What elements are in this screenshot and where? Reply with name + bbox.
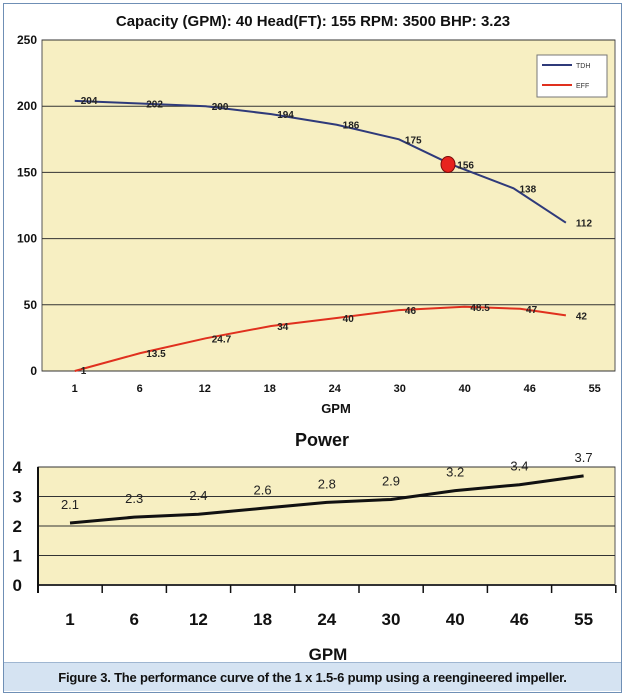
eff-data-label: 34 (277, 322, 289, 333)
top-x-tick-label: 30 (394, 383, 406, 395)
top-y-tick-label: 200 (17, 99, 37, 113)
power-x-tick-label: 46 (510, 610, 529, 629)
power-x-tick-labels: 1 6 12 18 24 30 40 46 55 (65, 610, 593, 629)
operating-point-marker (440, 155, 456, 173)
top-x-tick-label: 18 (264, 383, 276, 395)
power-y-tick-label: 0 (13, 576, 22, 595)
top-y-tick-label: 100 (17, 232, 37, 246)
eff-data-label: 13.5 (146, 349, 166, 360)
power-x-tick-label: 55 (574, 610, 593, 629)
eff-data-label: 24.7 (212, 334, 232, 345)
top-chart-title: Capacity (GPM): 40 Head(FT): 155 RPM: 35… (116, 13, 510, 30)
power-data-label: 2.8 (318, 476, 336, 491)
figure-caption: Figure 3. The performance curve of the 1… (58, 669, 567, 685)
power-data-label: 2.6 (254, 482, 272, 497)
eff-data-label: 48.5 (470, 303, 490, 314)
power-data-labels: 2.1 2.3 2.4 2.6 2.8 2.9 3.2 3.4 3.7 (61, 450, 593, 512)
figure-caption-bar: Figure 3. The performance curve of the 1… (4, 662, 621, 691)
tdh-data-label: 156 (457, 160, 474, 171)
top-y-tick-label: 0 (30, 364, 37, 378)
top-x-tick-label: 12 (199, 383, 211, 395)
power-x-axis-label: GPM (309, 645, 348, 664)
power-x-tick-label: 40 (446, 610, 465, 629)
legend-box (536, 54, 608, 98)
eff-data-label: 46 (405, 306, 417, 317)
top-series-lines (74, 99, 567, 372)
top-y-tick-label: 150 (17, 165, 37, 179)
power-y-tick-label: 4 (13, 458, 23, 477)
top-data-labels: 204 202 200 194 186 175 156 138 112 1 13.5 24.7 34 40… (81, 96, 593, 377)
power-data-label: 2.3 (125, 491, 143, 506)
power-y-tick-label: 1 (13, 547, 22, 566)
top-x-tick-label: 46 (524, 383, 536, 395)
tdh-data-label: 112 (576, 219, 593, 230)
top-x-tick-label: 55 (589, 383, 601, 395)
power-x-tick-label: 1 (65, 610, 74, 629)
top-y-tick-labels: 0 50 100 150 200 250 (17, 33, 37, 378)
power-data-label: 3.2 (446, 465, 464, 480)
tdh-data-label: 202 (146, 100, 163, 111)
power-data-label: 2.4 (189, 488, 207, 503)
eff-data-label: 42 (576, 311, 588, 322)
tdh-line (74, 99, 567, 224)
eff-data-label: 47 (526, 305, 538, 316)
top-x-tick-label: 6 (137, 383, 143, 395)
tdh-data-label: 138 (519, 184, 536, 195)
tdh-data-label: 175 (405, 135, 422, 146)
top-x-tick-label: 1 (72, 383, 78, 395)
power-x-tick-label: 30 (382, 610, 401, 629)
legend-label: EFF (576, 83, 589, 90)
tdh-data-label: 186 (343, 121, 360, 132)
eff-line (74, 305, 567, 372)
eff-data-label: 40 (343, 314, 355, 325)
power-y-tick-label: 3 (13, 488, 22, 507)
top-x-axis-label: GPM (321, 401, 351, 416)
power-line (69, 474, 584, 525)
top-y-tick-label: 50 (24, 298, 38, 312)
top-y-tick-label: 250 (17, 33, 37, 47)
power-data-label: 3.4 (510, 459, 528, 474)
tdh-data-label: 204 (81, 96, 98, 107)
top-plot-area (41, 39, 616, 372)
power-series-line (69, 474, 584, 525)
top-gridlines (42, 39, 615, 372)
top-legend: TDH EFF (536, 54, 608, 98)
top-x-tick-label: 40 (459, 383, 471, 395)
power-y-tick-labels: 0 1 2 3 4 (13, 458, 23, 595)
tdh-data-label: 200 (212, 102, 229, 113)
power-gridlines (37, 466, 617, 593)
power-chart-title: Power (295, 430, 349, 450)
power-data-label: 2.9 (382, 473, 400, 488)
power-data-label: 3.7 (575, 450, 593, 465)
tdh-data-label: 194 (277, 110, 294, 121)
top-x-tick-label: 24 (329, 383, 342, 395)
power-x-tick-label: 12 (189, 610, 208, 629)
eff-data-label: 1 (81, 366, 87, 377)
power-x-tick-label: 24 (317, 610, 336, 629)
power-x-tick-label: 6 (129, 610, 138, 629)
power-data-label: 2.1 (61, 497, 79, 512)
top-x-tick-labels: 1 6 12 18 24 30 40 46 55 (72, 383, 601, 395)
power-x-tick-label: 18 (253, 610, 272, 629)
legend-label: TDH (576, 63, 590, 70)
power-y-tick-label: 2 (13, 517, 22, 536)
